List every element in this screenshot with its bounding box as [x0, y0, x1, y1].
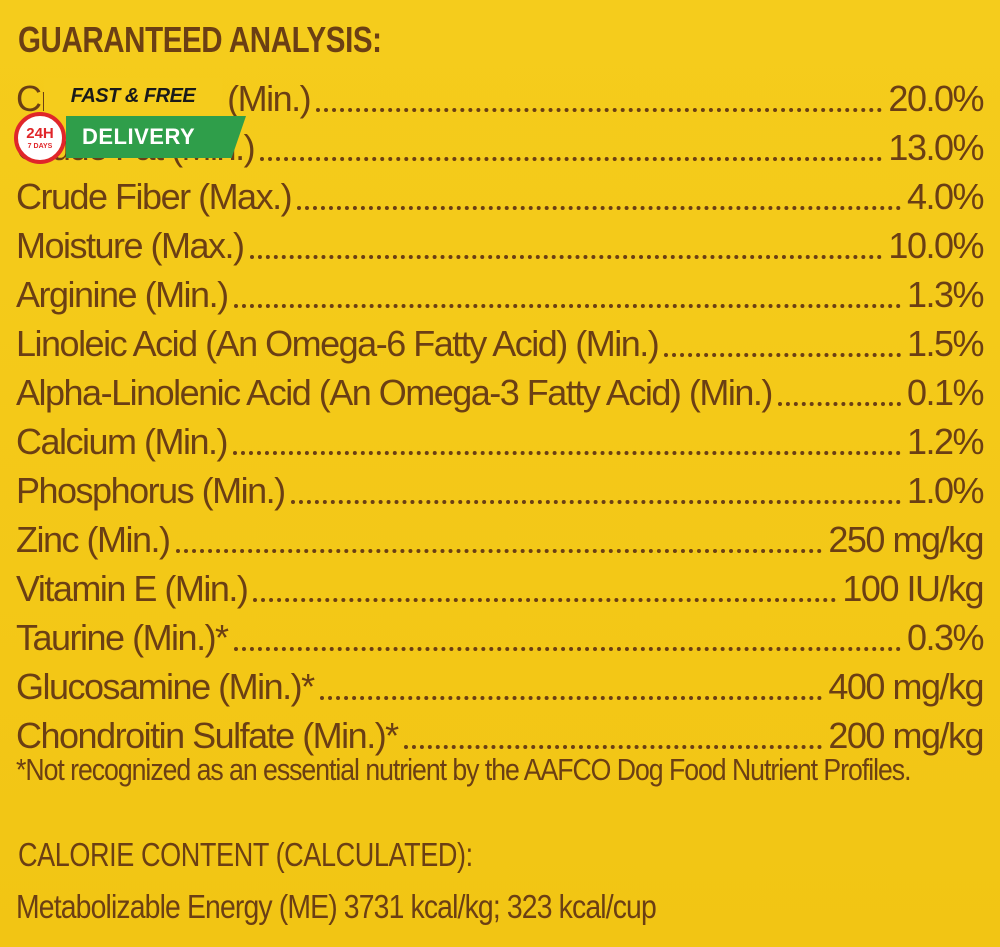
nutrient-value: 400 mg/kg	[828, 666, 984, 707]
nutrient-name: Vitamin E (Min.)	[16, 568, 249, 609]
calorie-content-heading: CALORIE CONTENT (CALCULATED):	[18, 836, 473, 873]
dot-leader	[777, 402, 901, 406]
analysis-row: Linoleic Acid (An Omega-6 Fatty Acid) (M…	[16, 319, 985, 368]
dot-leader	[403, 745, 823, 749]
fast-free-label: FAST & FREE	[44, 78, 222, 114]
nutrient-name: Glucosamine (Min.)*	[16, 666, 315, 707]
nutrient-value: 250 mg/kg	[828, 519, 984, 560]
dot-leader	[316, 108, 883, 112]
nutrient-value: 1.5%	[906, 323, 985, 364]
nutrient-name: Arginine (Min.)	[16, 274, 229, 315]
aafco-footnote: *Not recognized as an essential nutrient…	[16, 752, 911, 787]
nutrient-name: Zinc (Min.)	[16, 519, 171, 560]
nutrient-value: 10.0%	[888, 225, 984, 266]
nutrient-name: Linoleic Acid (An Omega-6 Fatty Acid) (M…	[16, 323, 660, 364]
dot-leader	[297, 206, 901, 210]
nutrient-value: 0.3%	[906, 617, 985, 658]
nutrient-name: Phosphorus (Min.)	[16, 470, 286, 511]
nutrient-name: Chondroitin Sulfate (Min.)*	[16, 715, 399, 756]
dot-leader	[249, 255, 883, 259]
delivery-banner: DELIVERY	[66, 116, 246, 158]
badge-7days-text: 7 DAYS	[27, 143, 53, 150]
dot-leader	[253, 598, 837, 602]
dot-leader	[233, 451, 901, 455]
dot-leader	[664, 353, 901, 357]
analysis-row: Taurine (Min.)* 0.3%	[16, 613, 985, 662]
badge-24h-text: 24H	[26, 125, 54, 142]
analysis-row: Phosphorus (Min.) 1.0%	[16, 466, 985, 515]
nutrient-value: 100 IU/kg	[842, 568, 984, 609]
analysis-row: Chondroitin Sulfate (Min.)* 200 mg/kg	[16, 711, 984, 760]
nutrient-value: 4.0%	[906, 176, 985, 217]
analysis-row: Alpha-Linolenic Acid (An Omega-3 Fatty A…	[16, 368, 985, 417]
dot-leader	[175, 549, 823, 553]
dot-leader	[260, 157, 883, 161]
analysis-row: Glucosamine (Min.)* 400 mg/kg	[16, 662, 984, 711]
nutrient-name: Moisture (Max.)	[16, 225, 245, 266]
analysis-row: Arginine (Min.) 1.3%	[16, 270, 985, 319]
nutrient-value: 0.1%	[906, 372, 985, 413]
nutrient-value: 1.3%	[906, 274, 985, 315]
metabolizable-energy-line: Metabolizable Energy (ME) 3731 kcal/kg; …	[16, 888, 657, 925]
nutrient-name: Alpha-Linolenic Acid (An Omega-3 Fatty A…	[16, 372, 773, 413]
guaranteed-analysis-heading: GUARANTEED ANALYSIS:	[18, 19, 382, 60]
nutrient-value: 1.0%	[906, 470, 985, 511]
24h-clock-icon: 24H 7 DAYS	[14, 112, 66, 164]
dot-leader	[319, 696, 823, 700]
analysis-row: Vitamin E (Min.) 100 IU/kg	[16, 564, 984, 613]
analysis-row: Crude Fiber (Max.) 4.0%	[16, 172, 985, 221]
nutrient-value: 200 mg/kg	[828, 715, 984, 756]
nutrient-name: Calcium (Min.)	[16, 421, 229, 462]
nutrient-name: Taurine (Min.)*	[16, 617, 229, 658]
analysis-rows: Crude Protein (Min.)20.0% Crude Fat (Min…	[16, 74, 985, 760]
nutrient-value: 1.2%	[906, 421, 985, 462]
dot-leader	[233, 304, 901, 308]
nutrient-name: Crude Fiber (Max.)	[16, 176, 293, 217]
analysis-row: Calcium (Min.) 1.2%	[16, 417, 985, 466]
dot-leader	[290, 500, 901, 504]
analysis-row: Zinc (Min.) 250 mg/kg	[16, 515, 984, 564]
nutrient-value: 20.0%	[888, 78, 984, 119]
dot-leader	[233, 647, 901, 651]
analysis-row: Moisture (Max.) 10.0%	[16, 221, 984, 270]
delivery-badge: FAST & FREE DELIVERY 24H 7 DAYS	[14, 78, 246, 178]
nutrient-value: 13.0%	[888, 127, 984, 168]
